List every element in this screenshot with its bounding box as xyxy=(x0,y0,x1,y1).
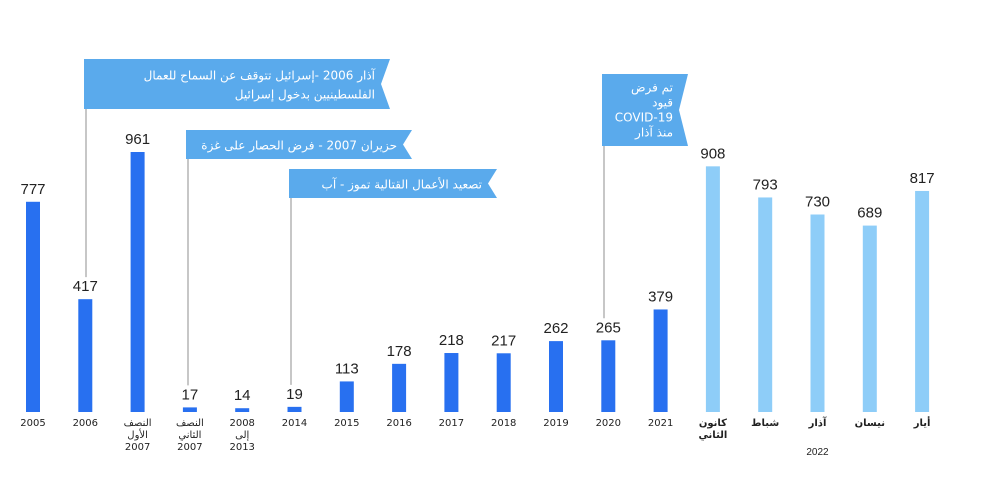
data-label: 379 xyxy=(648,288,673,305)
tick-label: 2019 xyxy=(543,418,568,429)
bar xyxy=(758,197,773,412)
tick-label: إلى xyxy=(235,430,249,441)
bar xyxy=(339,381,354,412)
tick-label: 2020 xyxy=(596,418,621,429)
annotation-box xyxy=(84,59,390,109)
tick-label: نيسان xyxy=(855,418,885,429)
data-label: 908 xyxy=(700,145,725,162)
bar xyxy=(915,190,930,412)
tick-label: الثاني xyxy=(698,430,727,441)
annotation-box xyxy=(186,130,412,159)
data-label: 178 xyxy=(387,343,412,360)
data-label: 17 xyxy=(182,386,199,403)
bar xyxy=(392,363,407,412)
tick-label: الأول xyxy=(127,428,148,441)
bar xyxy=(862,225,877,412)
annotation-text: حزيران 2007 - فرض الحصار على غزة xyxy=(201,138,397,153)
tick-label: 2015 xyxy=(334,418,359,429)
tick-label: 2018 xyxy=(491,418,516,429)
tick-label: شباط xyxy=(751,418,779,429)
tick-label: الثاني xyxy=(178,430,201,441)
tick-label: النصف xyxy=(124,418,152,429)
annotation-text: تم فرض xyxy=(631,80,673,95)
tick-label: 2013 xyxy=(229,442,254,453)
bar xyxy=(705,166,720,412)
annotation-text: قيود xyxy=(652,95,673,110)
bar xyxy=(287,406,302,412)
data-label: 689 xyxy=(857,205,882,222)
bar xyxy=(601,340,616,412)
tick-label: أيار xyxy=(913,416,931,429)
data-label: 217 xyxy=(491,332,516,349)
tick-label: 2016 xyxy=(386,418,411,429)
tick-label: آذار xyxy=(808,416,827,429)
tick-label: 2007 xyxy=(177,442,202,453)
bar xyxy=(26,201,40,412)
data-label: 793 xyxy=(753,176,778,193)
data-label: 817 xyxy=(910,170,935,187)
bar xyxy=(496,353,511,412)
tick-label: 2021 xyxy=(648,418,673,429)
tick-label: 2007 xyxy=(125,442,150,453)
data-label: 19 xyxy=(286,386,303,403)
tick-label: 2017 xyxy=(439,418,464,429)
bar xyxy=(810,214,825,412)
tick-label: النصف xyxy=(176,418,204,429)
annotation-text: تصعيد الأعمال القتالية تموز - آب xyxy=(322,176,482,192)
bar xyxy=(444,353,459,412)
tick-label: 2006 xyxy=(73,418,98,429)
bar xyxy=(235,408,250,412)
bar xyxy=(653,309,668,412)
annotation-text: COVID-19 xyxy=(615,110,673,124)
data-label: 113 xyxy=(335,360,359,377)
data-label: 417 xyxy=(73,278,98,295)
annotation-box xyxy=(602,74,688,146)
data-label: 262 xyxy=(543,320,568,337)
tick-label: 2008 xyxy=(229,418,254,429)
annotation-text: منذ آذار xyxy=(634,124,673,140)
data-label: 265 xyxy=(596,319,621,336)
tick-label: 2014 xyxy=(282,418,307,429)
data-label: 14 xyxy=(234,387,251,404)
bar xyxy=(549,341,563,412)
data-label: 730 xyxy=(805,193,830,210)
bar xyxy=(182,407,197,412)
bar xyxy=(78,299,93,412)
data-label: 961 xyxy=(125,131,150,148)
annotation-box xyxy=(289,169,497,198)
tick-label: 2005 xyxy=(20,418,45,429)
bar xyxy=(130,152,145,412)
annotation-text: آذار 2006 -إسرائيل تتوقف عن السماح للعما… xyxy=(144,67,376,83)
annotation-text: الفلسطينيين بدخول إسرائيل xyxy=(235,87,375,102)
tick-label: كانون xyxy=(699,418,727,429)
data-label: 777 xyxy=(20,181,45,198)
group-label: 2022 xyxy=(806,447,829,458)
data-label: 218 xyxy=(439,332,464,349)
